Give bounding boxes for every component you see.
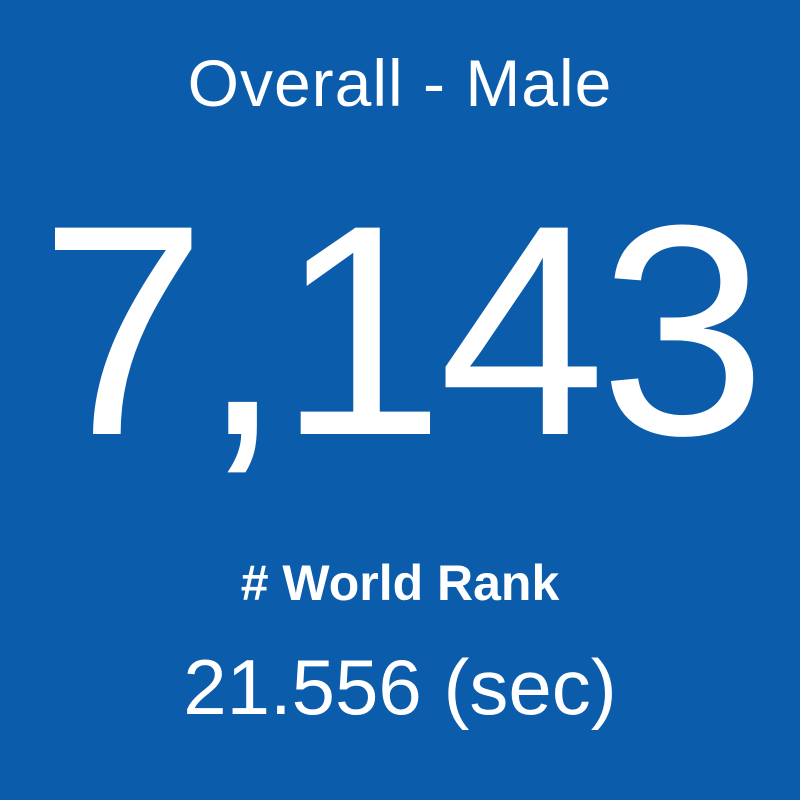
tile-title: Overall - Male [187, 46, 613, 120]
tile-label: # World Rank [240, 555, 560, 611]
tile-detail: 21.556 (sec) [183, 643, 617, 731]
tile-value: 7,143 [39, 162, 767, 498]
